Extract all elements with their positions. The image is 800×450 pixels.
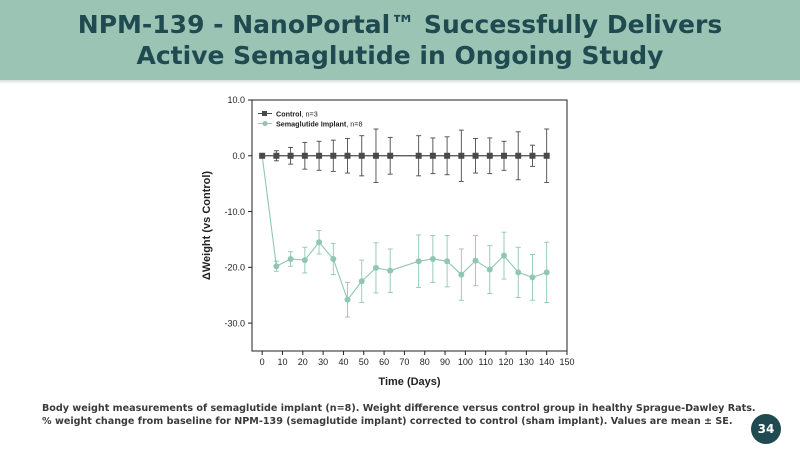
data-point-control (344, 152, 351, 159)
y-tick-label: -20.0 (224, 263, 245, 273)
data-point-control (543, 152, 550, 159)
data-point-control (486, 152, 493, 159)
data-point-control (358, 152, 365, 159)
data-point-implant (444, 258, 451, 265)
caption-line-1: Body weight measurements of semaglutide … (42, 403, 756, 414)
data-point-control (415, 152, 422, 159)
data-point-implant (330, 255, 337, 262)
data-point-implant (486, 266, 493, 273)
x-tick-label: 90 (440, 357, 450, 367)
data-point-implant (387, 267, 394, 274)
legend-label-implant: Semaglutide Implant, n=8 (276, 120, 362, 129)
data-point-control (287, 152, 294, 159)
data-point-implant (316, 239, 323, 246)
x-tick-label: 0 (260, 357, 265, 367)
x-tick-label: 100 (458, 357, 473, 367)
y-tick-label: 0.0 (232, 151, 245, 161)
legend-name-control: Control (276, 110, 302, 119)
y-axis-label: ΔWeight (vs Control) (201, 171, 213, 280)
legend-name-implant: Semaglutide Implant (276, 120, 347, 129)
series-control (259, 128, 550, 184)
series-implant (259, 152, 550, 318)
data-point-control (501, 152, 507, 159)
x-tick-label: 60 (379, 357, 389, 367)
data-point-implant (501, 252, 507, 259)
data-point-implant (472, 257, 479, 264)
figure-caption: Body weight measurements of semaglutide … (42, 402, 756, 428)
y-tick-label: 10.0 (227, 95, 245, 105)
x-tick-label: 20 (298, 357, 308, 367)
legend-n-control: , n=3 (302, 110, 318, 119)
x-tick-label: 80 (420, 357, 430, 367)
x-tick-label: 150 (559, 357, 574, 367)
slide-title-line-2: Active Semaglutide in Ongoing Study (136, 41, 664, 70)
data-point-implant (543, 269, 550, 276)
data-point-implant (529, 274, 536, 281)
title-divider (0, 80, 800, 84)
series-line-implant (261, 155, 547, 301)
data-point-implant (344, 296, 351, 303)
x-tick-label: 30 (318, 357, 328, 367)
data-point-implant (372, 264, 379, 271)
data-point-implant (458, 271, 465, 278)
data-point-control (529, 152, 536, 159)
x-tick-label: 120 (499, 357, 514, 367)
y-tick-label: -30.0 (224, 318, 245, 328)
data-point-control (316, 152, 323, 159)
x-tick-label: 110 (479, 357, 493, 367)
plot-frame (251, 99, 568, 352)
legend-marker-implant (262, 120, 268, 127)
page-number-badge: 34 (751, 414, 781, 444)
data-point-control (458, 152, 465, 159)
data-point-control (472, 152, 479, 159)
data-point-control (429, 152, 436, 159)
legend-n-implant: , n=8 (346, 120, 362, 129)
data-point-implant (301, 257, 308, 264)
x-axis-label: Time (Days) (378, 376, 440, 388)
x-tick-label: 70 (399, 357, 409, 367)
data-point-control (301, 152, 308, 159)
data-point-control (444, 152, 451, 159)
data-point-control (515, 152, 522, 159)
weight-chart: 0 10 20 30 40 50 60 70 80 90 100 110 120 130 140 150 10.… (201, 95, 575, 388)
caption-line-2: % weight change from baseline for NPM-13… (42, 416, 733, 427)
x-tick-label: 130 (519, 357, 534, 367)
x-tick-label: 50 (359, 357, 369, 367)
x-tick-label: 40 (338, 357, 348, 367)
data-point-control (330, 152, 337, 159)
data-point-control (259, 152, 266, 159)
x-tick-label: 140 (539, 357, 554, 367)
chart-container: 0 10 20 30 40 50 60 70 80 90 100 110 120 130 140 150 10.… (190, 88, 590, 393)
data-point-implant (273, 263, 280, 270)
data-point-implant (515, 269, 522, 276)
data-point-implant (287, 255, 294, 262)
slide-title-line-1: NPM-139 - NanoPortal™ Successfully Deliv… (77, 10, 723, 39)
data-point-implant (415, 258, 422, 265)
data-point-control (387, 152, 394, 159)
data-point-control (372, 152, 379, 159)
data-point-implant (358, 278, 365, 285)
x-tick-label: 10 (277, 357, 287, 367)
legend-label-control: Control, n=3 (276, 110, 318, 119)
y-tick-label: -10.0 (224, 207, 245, 217)
data-point-control (273, 152, 280, 159)
title-band: NPM-139 - NanoPortal™ Successfully Deliv… (0, 0, 800, 80)
data-point-implant (429, 255, 436, 262)
